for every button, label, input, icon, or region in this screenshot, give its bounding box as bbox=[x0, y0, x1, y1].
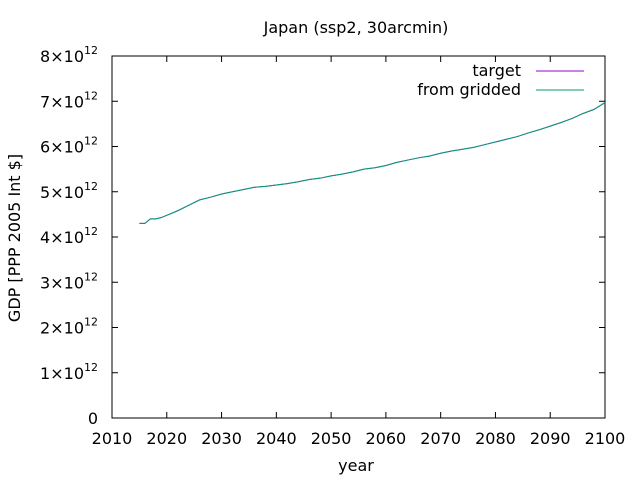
y-tick-exponent: 12 bbox=[84, 361, 98, 374]
y-tick-exponent: 12 bbox=[84, 270, 98, 283]
y-tick-label: 2×1012 bbox=[40, 316, 98, 338]
plot-border bbox=[111, 55, 606, 419]
y-tick-label: 6×1012 bbox=[40, 135, 98, 157]
chart-title: Japan (ssp2, 30arcmin) bbox=[263, 18, 449, 37]
x-tick-label: 2080 bbox=[475, 429, 516, 448]
y-tick-mantissa: 6 bbox=[40, 138, 50, 157]
y-tick-multiplier: ×10 bbox=[50, 364, 84, 383]
y-tick-mantissa: 1 bbox=[40, 364, 50, 383]
y-tick-multiplier: ×10 bbox=[50, 319, 84, 338]
plot-area bbox=[111, 55, 606, 419]
y-tick-multiplier: ×10 bbox=[50, 138, 84, 157]
y-tick-exponent: 12 bbox=[84, 225, 98, 238]
y-tick-exponent: 12 bbox=[84, 89, 98, 102]
y-tick-label: 3×1012 bbox=[40, 270, 98, 292]
x-axis-label: year bbox=[338, 456, 374, 475]
y-tick-multiplier: ×10 bbox=[50, 228, 84, 247]
legend-label: target bbox=[472, 61, 521, 80]
x-tick-label: 2030 bbox=[201, 429, 242, 448]
series-layer bbox=[139, 102, 606, 224]
x-tick-label: 2040 bbox=[256, 429, 297, 448]
y-tick-mantissa: 3 bbox=[40, 273, 50, 292]
y-tick-mantissa: 4 bbox=[40, 228, 50, 247]
x-tick-label: 2060 bbox=[366, 429, 407, 448]
x-tick-label: 2050 bbox=[311, 429, 352, 448]
y-axis-label: GDP [PPP 2005 Int $] bbox=[5, 154, 24, 322]
x-tick-label: 2090 bbox=[530, 429, 571, 448]
series-line-0 bbox=[139, 102, 606, 224]
series-line-1 bbox=[139, 102, 606, 224]
x-tick-label: 2100 bbox=[585, 429, 626, 448]
y-tick-exponent: 12 bbox=[84, 135, 98, 148]
y-tick-label: 5×1012 bbox=[40, 180, 98, 202]
y-tick-exponent: 12 bbox=[84, 316, 98, 329]
y-tick-label: 4×1012 bbox=[40, 225, 98, 247]
x-axis: 2010 2020 2030 2040 2050 2060 2070 2080 2090 2100 bbox=[92, 56, 626, 448]
y-tick-mantissa: 7 bbox=[40, 92, 50, 111]
x-tick-label: 2020 bbox=[146, 429, 187, 448]
y-tick-multiplier: ×10 bbox=[50, 183, 84, 202]
x-tick-label: 2070 bbox=[420, 429, 461, 448]
y-tick-label: 8×1012 bbox=[40, 44, 98, 66]
y-tick-mantissa: 2 bbox=[40, 319, 50, 338]
y-tick-multiplier: ×10 bbox=[50, 92, 84, 111]
y-axis: 01×10122×10123×10124×10125×10126×10127×1… bbox=[40, 44, 605, 428]
y-tick-mantissa: 8 bbox=[40, 47, 50, 66]
y-tick-exponent: 12 bbox=[84, 44, 98, 57]
legend-label: from gridded bbox=[417, 80, 521, 99]
y-tick-mantissa: 5 bbox=[40, 183, 50, 202]
y-tick-exponent: 12 bbox=[84, 180, 98, 193]
y-tick-multiplier: ×10 bbox=[50, 273, 84, 292]
y-tick-label: 7×1012 bbox=[40, 89, 98, 111]
y-tick-label: 1×1012 bbox=[40, 361, 98, 383]
y-tick-multiplier: ×10 bbox=[50, 47, 84, 66]
y-tick-label: 0 bbox=[88, 409, 98, 428]
x-tick-label: 2010 bbox=[92, 429, 133, 448]
